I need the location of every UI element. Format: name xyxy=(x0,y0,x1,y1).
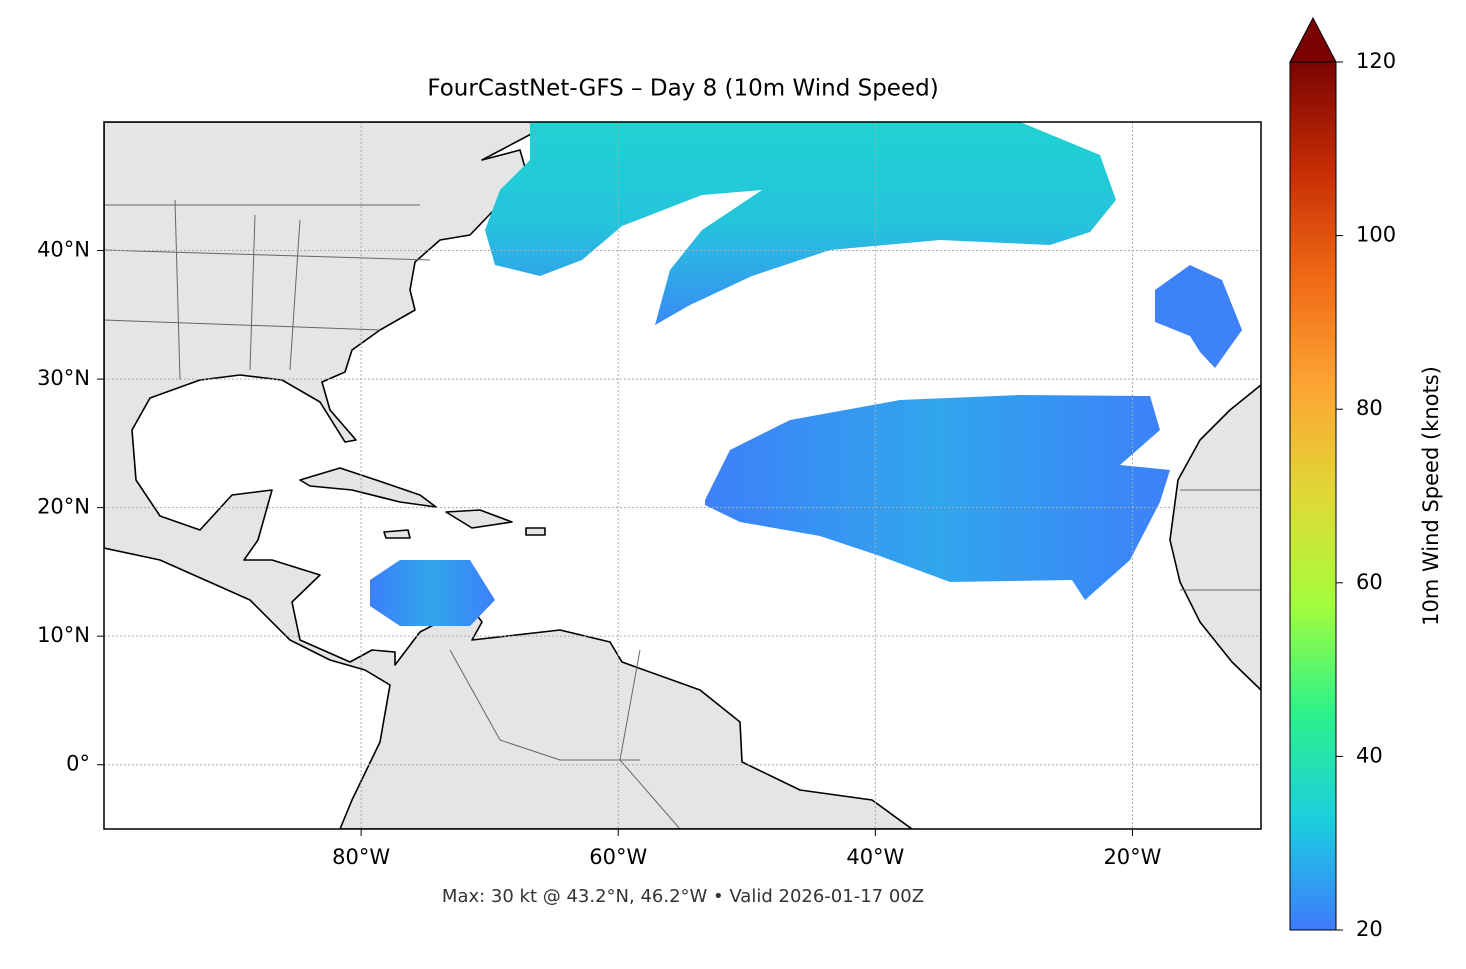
colorbar-tick-label: 40 xyxy=(1356,743,1383,767)
y-tick-label: 20°N xyxy=(37,495,90,519)
y-tick-label: 40°N xyxy=(37,238,90,262)
map-area xyxy=(104,122,1261,829)
colorbar-label: 10m Wind Speed (knots) xyxy=(1419,366,1443,626)
wind-gulf-stream xyxy=(485,122,1116,325)
jamaica xyxy=(383,529,411,539)
x-tick-label: 40°W xyxy=(846,845,904,869)
y-tick-label: 30°N xyxy=(37,366,90,390)
colorbar-tick-label: 100 xyxy=(1356,223,1396,247)
colorbar-tick-label: 60 xyxy=(1356,570,1383,594)
x-tick-label: 60°W xyxy=(589,845,647,869)
colorbar-extension xyxy=(1289,16,1337,63)
wind-caribbean xyxy=(370,560,495,626)
map-note: Max: 30 kt @ 43.2°N, 46.2°W • Valid 2026… xyxy=(442,886,924,907)
y-tick-label: 0° xyxy=(66,752,90,776)
colorbar-tick-label: 20 xyxy=(1356,917,1383,941)
x-tick-label: 20°W xyxy=(1103,845,1161,869)
hispaniola xyxy=(445,509,513,529)
north-america xyxy=(104,122,913,829)
africa xyxy=(1169,384,1261,691)
state-borders xyxy=(104,199,1261,829)
colorbar-tick-label: 80 xyxy=(1356,396,1383,420)
x-tick-label: 80°W xyxy=(332,845,390,869)
wind-subtropical xyxy=(705,395,1170,600)
map-frame xyxy=(103,121,1262,830)
colorbar xyxy=(1289,61,1337,931)
y-tick-label: 10°N xyxy=(37,623,90,647)
wind-azores xyxy=(1155,265,1242,368)
grid xyxy=(104,122,1261,829)
cuba xyxy=(299,467,437,508)
puerto-rico xyxy=(525,527,546,536)
colorbar-tick-label: 120 xyxy=(1356,49,1396,73)
map-title: FourCastNet-GFS – Day 8 (10m Wind Speed) xyxy=(427,76,938,102)
